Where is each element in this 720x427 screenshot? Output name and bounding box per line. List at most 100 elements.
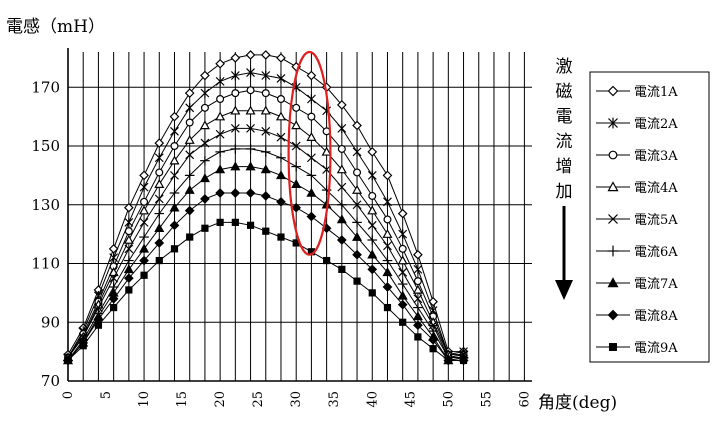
y-tick-label: 150: [31, 137, 60, 155]
data-point: [397, 279, 408, 289]
x-tick-label: 35: [327, 391, 342, 408]
data-point: [336, 214, 347, 224]
data-point: [306, 94, 316, 104]
data-point: [123, 234, 134, 244]
data-point: [215, 58, 225, 69]
legend-item-4: 電流4A: [596, 181, 678, 196]
data-point: [352, 231, 363, 241]
data-point: [124, 255, 134, 266]
data-point: [353, 277, 361, 285]
data-point: [215, 76, 225, 87]
data-point: [110, 303, 118, 312]
data-point: [184, 88, 195, 98]
data-point: [123, 264, 134, 274]
data-point: [275, 111, 287, 121]
data-point: [230, 144, 241, 154]
data-point: [276, 132, 286, 142]
legend-label: 電流3A: [634, 149, 678, 164]
data-point: [169, 111, 180, 122]
data-point: [367, 205, 378, 215]
data-point: [337, 199, 347, 210]
data-point: [108, 293, 119, 304]
data-point: [352, 120, 362, 131]
data-point: [139, 255, 149, 266]
axes: [67, 48, 532, 382]
legend-label: 電流9A: [634, 341, 678, 356]
data-point: [337, 182, 347, 192]
y-tick-label: 170: [31, 78, 60, 96]
data-point: [368, 191, 377, 200]
data-point: [337, 123, 347, 134]
data-point: [124, 244, 134, 254]
data-point: [367, 264, 378, 275]
data-point: [200, 88, 210, 98]
data-point: [413, 249, 423, 260]
x-tick-label: 25: [251, 391, 266, 408]
data-point: [336, 100, 347, 110]
y-tick-label: 130: [31, 196, 60, 214]
data-point: [413, 264, 423, 275]
data-point: [428, 335, 438, 345]
data-point: [306, 153, 316, 163]
data-point: [306, 70, 317, 81]
data-point: [139, 205, 150, 215]
data-point: [398, 244, 407, 253]
data-point: [184, 134, 195, 144]
legend-label: 電流4A: [634, 181, 678, 196]
data-point: [397, 208, 408, 219]
data-point: [260, 191, 271, 201]
data-point: [154, 178, 165, 188]
data-point: [216, 218, 224, 226]
data-point: [291, 161, 301, 172]
data-point: [383, 215, 392, 224]
data-point: [246, 86, 255, 95]
data-point: [608, 150, 618, 160]
data-point: [124, 273, 134, 284]
data-point: [261, 126, 271, 136]
x-tick-label: 20: [213, 391, 228, 408]
data-point: [276, 152, 286, 163]
data-point: [94, 303, 103, 312]
legend-label: 電流2A: [634, 117, 678, 132]
data-point: [124, 202, 134, 213]
data-point: [246, 221, 255, 229]
legend-item-3: 電流3A: [596, 149, 678, 164]
legend-item-9: 電流9A: [596, 341, 678, 356]
data-point: [125, 286, 133, 294]
data-point: [367, 249, 378, 259]
data-point: [413, 320, 423, 331]
data-point: [245, 188, 256, 198]
data-point: [608, 214, 618, 224]
y-axis-label: 電感（mH）: [6, 17, 105, 37]
data-point: [382, 228, 393, 238]
data-point: [399, 318, 407, 326]
data-point: [367, 170, 377, 181]
data-point: [139, 182, 149, 192]
data-point: [200, 103, 209, 112]
x-tick-label: 15: [175, 391, 190, 408]
data-point: [413, 277, 422, 286]
data-point: [139, 232, 149, 242]
data-point: [260, 164, 271, 174]
data-point: [199, 173, 210, 183]
data-point: [291, 141, 301, 151]
data-point: [200, 155, 210, 166]
data-point: [201, 224, 209, 232]
y-tick-label: 110: [31, 255, 60, 273]
data-point: [382, 170, 393, 181]
data-point: [64, 356, 72, 365]
data-point: [336, 164, 347, 174]
data-point: [154, 238, 165, 248]
data-point: [230, 105, 241, 115]
data-point: [108, 243, 119, 254]
data-point: [230, 53, 241, 63]
data-point: [291, 178, 302, 188]
data-point: [277, 233, 285, 241]
data-point: [262, 227, 270, 235]
side-note-char: 電: [556, 107, 573, 127]
data-point: [412, 311, 423, 321]
data-point: [260, 105, 271, 115]
data-point: [337, 144, 346, 153]
